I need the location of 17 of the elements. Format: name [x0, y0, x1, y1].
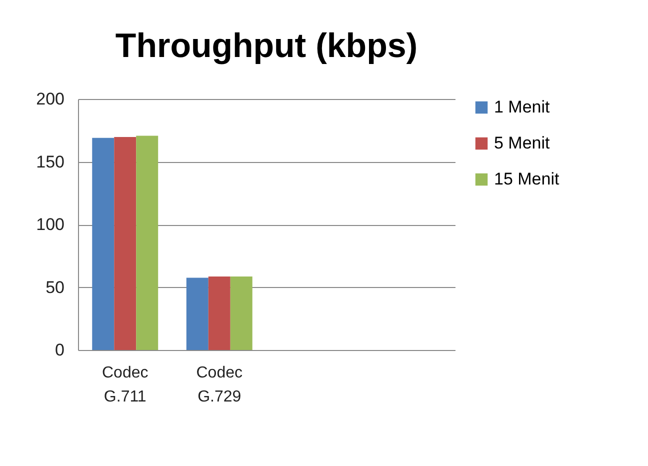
x-tick-label: Codec G.729: [196, 364, 242, 406]
bar: [208, 276, 230, 350]
bar: [92, 138, 114, 350]
bar: [114, 137, 136, 350]
y-tick-label: 200: [36, 90, 64, 108]
bar: [186, 278, 208, 350]
x-tick-label: Codec G.711: [102, 364, 148, 406]
y-tick-label: 150: [36, 152, 64, 172]
legend-label: 5 Menit: [494, 134, 550, 152]
y-tick-label: 100: [36, 215, 64, 234]
chart-title: Throughput (kbps): [115, 27, 418, 65]
y-tick-label: 0: [55, 340, 64, 360]
bar: [136, 136, 158, 350]
legend-label: 1 Menit: [494, 98, 550, 116]
legend-label: 15 Menit: [494, 170, 560, 188]
y-tick-label: 50: [46, 278, 64, 297]
bar: [230, 276, 252, 350]
